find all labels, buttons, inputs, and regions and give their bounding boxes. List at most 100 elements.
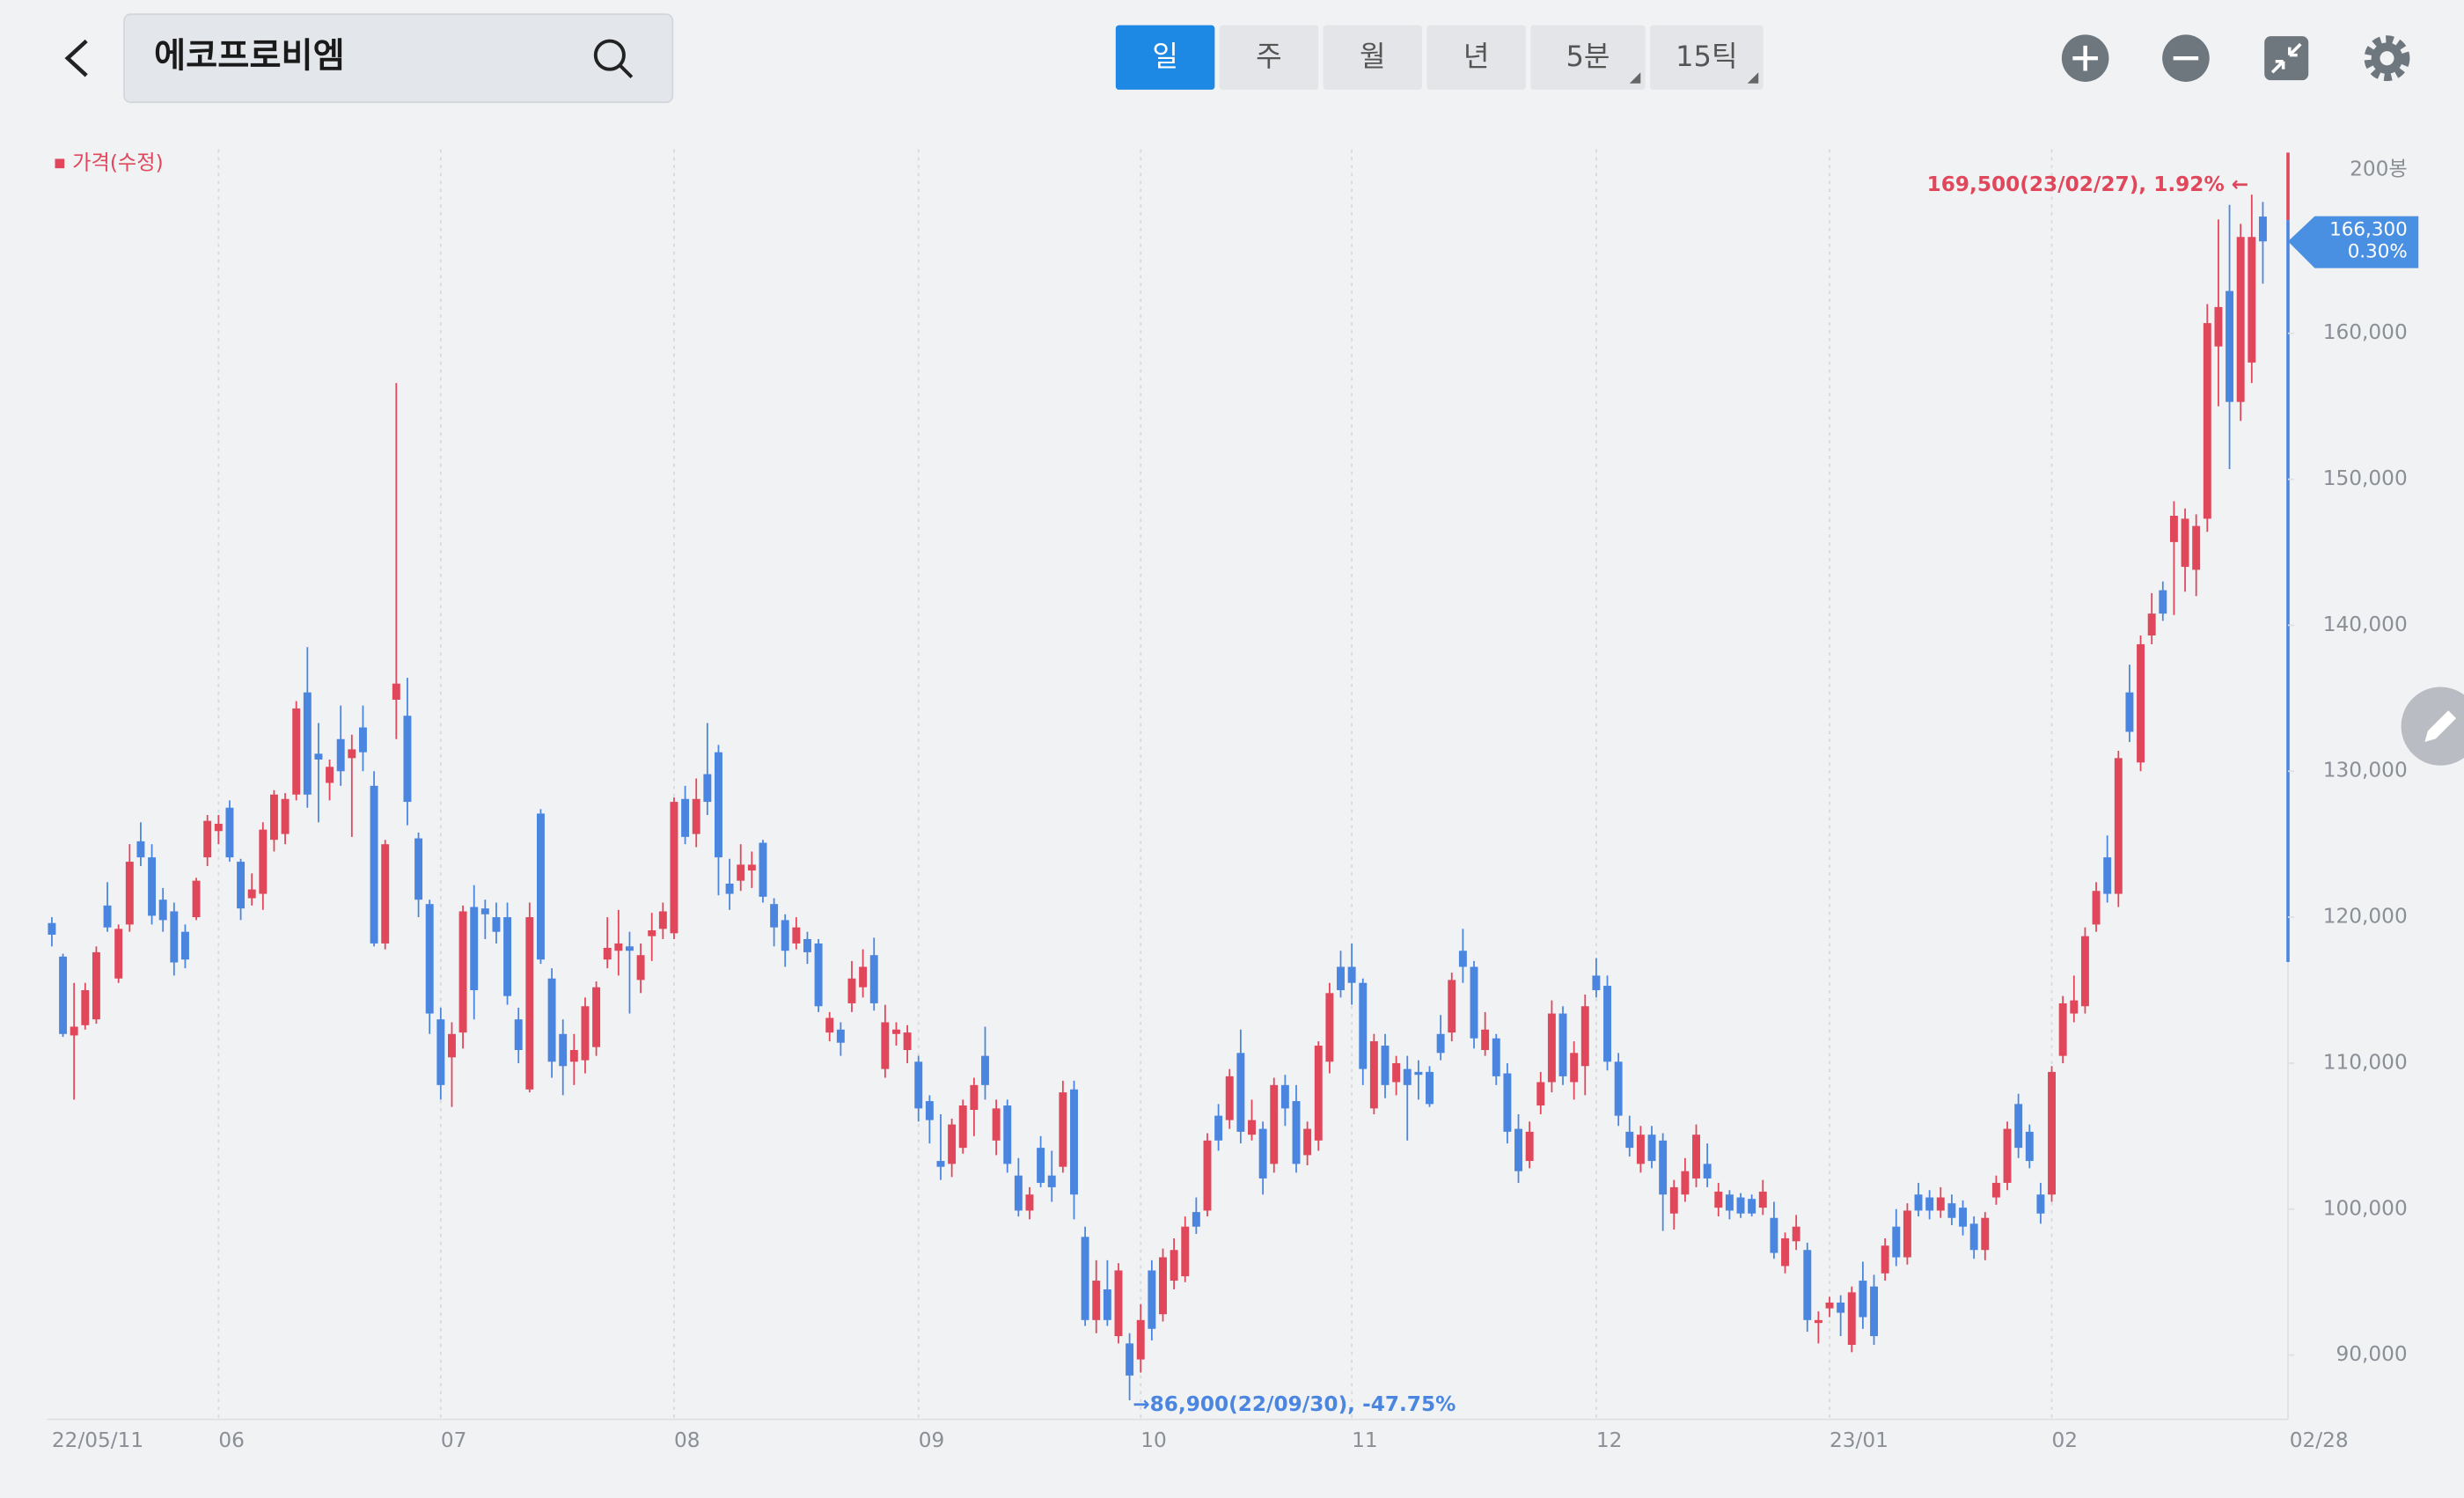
candle xyxy=(114,924,123,983)
candle xyxy=(648,913,656,961)
period-tab[interactable]: 주 xyxy=(1219,25,1319,90)
candle xyxy=(158,887,167,932)
candle-body xyxy=(925,1101,934,1120)
candle xyxy=(1470,960,1478,1049)
candle-body xyxy=(2137,643,2145,763)
candle-body xyxy=(1614,1061,1623,1116)
candle-body xyxy=(1392,1062,1401,1083)
candle xyxy=(1081,1226,1089,1326)
settings[interactable] xyxy=(2364,35,2410,82)
candle-body xyxy=(603,947,612,960)
candle-body xyxy=(114,929,123,979)
x-tick-label: 23/01 xyxy=(1830,1428,1888,1452)
candle-body xyxy=(2025,1131,2034,1162)
candle xyxy=(948,1118,957,1178)
candle-body xyxy=(1580,1006,1589,1067)
candle xyxy=(636,943,645,994)
candle xyxy=(625,931,634,1014)
candle-body xyxy=(847,978,856,1003)
candle xyxy=(425,900,434,1034)
candle xyxy=(569,1033,578,1085)
candle xyxy=(1292,1084,1301,1173)
back-button[interactable] xyxy=(64,39,88,77)
candle xyxy=(1770,1201,1778,1259)
y-tick-label: 110,000 xyxy=(2323,1050,2408,1074)
candle xyxy=(1847,1286,1856,1353)
candle xyxy=(1314,1041,1323,1151)
period-tab[interactable]: 년 xyxy=(1426,25,1526,90)
candle xyxy=(237,858,246,921)
candle xyxy=(2114,751,2123,907)
candle-body xyxy=(559,1033,568,1067)
candle-body xyxy=(2048,1071,2057,1195)
candle-body xyxy=(1636,1135,1645,1164)
candle xyxy=(1925,1190,1934,1220)
candle-body xyxy=(1903,1210,1911,1258)
period-tab[interactable]: 5분 xyxy=(1530,25,1646,90)
search-icon[interactable] xyxy=(593,39,634,78)
candle xyxy=(1492,1033,1500,1085)
candle-body xyxy=(1114,1270,1123,1337)
candle-body xyxy=(1192,1212,1200,1227)
candle xyxy=(1525,1121,1534,1169)
candle xyxy=(1803,1242,1812,1333)
period-tab[interactable]: 일 xyxy=(1115,25,1215,90)
candle xyxy=(792,917,801,950)
candle xyxy=(936,1113,945,1180)
candle-body xyxy=(470,907,479,991)
candle xyxy=(1458,929,1467,983)
candle xyxy=(1170,1237,1178,1290)
zoom-in[interactable] xyxy=(2061,34,2109,82)
search-box[interactable] xyxy=(123,13,674,104)
candle-body xyxy=(1381,1046,1390,1085)
candle xyxy=(1981,1212,1990,1260)
candle-body xyxy=(625,946,634,951)
candle-body xyxy=(869,955,878,1003)
candle xyxy=(1347,943,1356,1005)
period-tab[interactable]: 월 xyxy=(1323,25,1423,90)
candle-body xyxy=(1692,1135,1700,1179)
candle xyxy=(1136,1303,1145,1373)
period-tabs: 일 주 월 년 5분 15틱 xyxy=(1115,25,1764,90)
candle-body xyxy=(1225,1076,1234,1120)
last-change-label: 0.30% xyxy=(2348,241,2408,263)
candle-body xyxy=(2103,857,2112,894)
candle xyxy=(136,822,145,867)
candle xyxy=(292,701,301,801)
candle xyxy=(614,909,623,976)
candle xyxy=(1025,1186,1034,1220)
candle-body xyxy=(881,1022,890,1069)
candle-body xyxy=(936,1161,945,1167)
zoom-out[interactable] xyxy=(2162,34,2210,82)
candle xyxy=(1236,1029,1245,1144)
search-text: 에코프로비엠 xyxy=(154,37,345,77)
collapse[interactable] xyxy=(2264,36,2309,81)
candle xyxy=(803,931,811,965)
candle-body xyxy=(1881,1245,1889,1274)
candle xyxy=(48,917,56,947)
candle xyxy=(581,997,590,1074)
candle-count: 200봉 xyxy=(2350,157,2408,180)
candle-body xyxy=(1081,1237,1089,1320)
candle xyxy=(1870,1274,1878,1346)
candle-body xyxy=(1870,1286,1878,1337)
period-tab[interactable]: 15틱 xyxy=(1650,25,1764,90)
edit-button[interactable] xyxy=(2401,687,2464,766)
tab-label: 년 xyxy=(1463,40,1490,73)
candle xyxy=(403,678,412,826)
candle-body xyxy=(2080,936,2089,1007)
candle xyxy=(2258,202,2267,284)
candle xyxy=(1647,1126,1656,1169)
legend: 가격(수정) xyxy=(55,151,164,174)
candle xyxy=(1814,1311,1822,1344)
candle-body xyxy=(1592,975,1601,991)
candle-body xyxy=(103,905,112,928)
candle-body xyxy=(670,802,678,934)
candle xyxy=(59,953,68,1038)
candle xyxy=(314,723,323,823)
candle xyxy=(1481,1011,1490,1056)
candle-body xyxy=(1492,1038,1500,1076)
x-tick-label: 12 xyxy=(1596,1428,1623,1452)
candle-body xyxy=(1803,1250,1812,1320)
candle-body xyxy=(1369,1041,1378,1109)
